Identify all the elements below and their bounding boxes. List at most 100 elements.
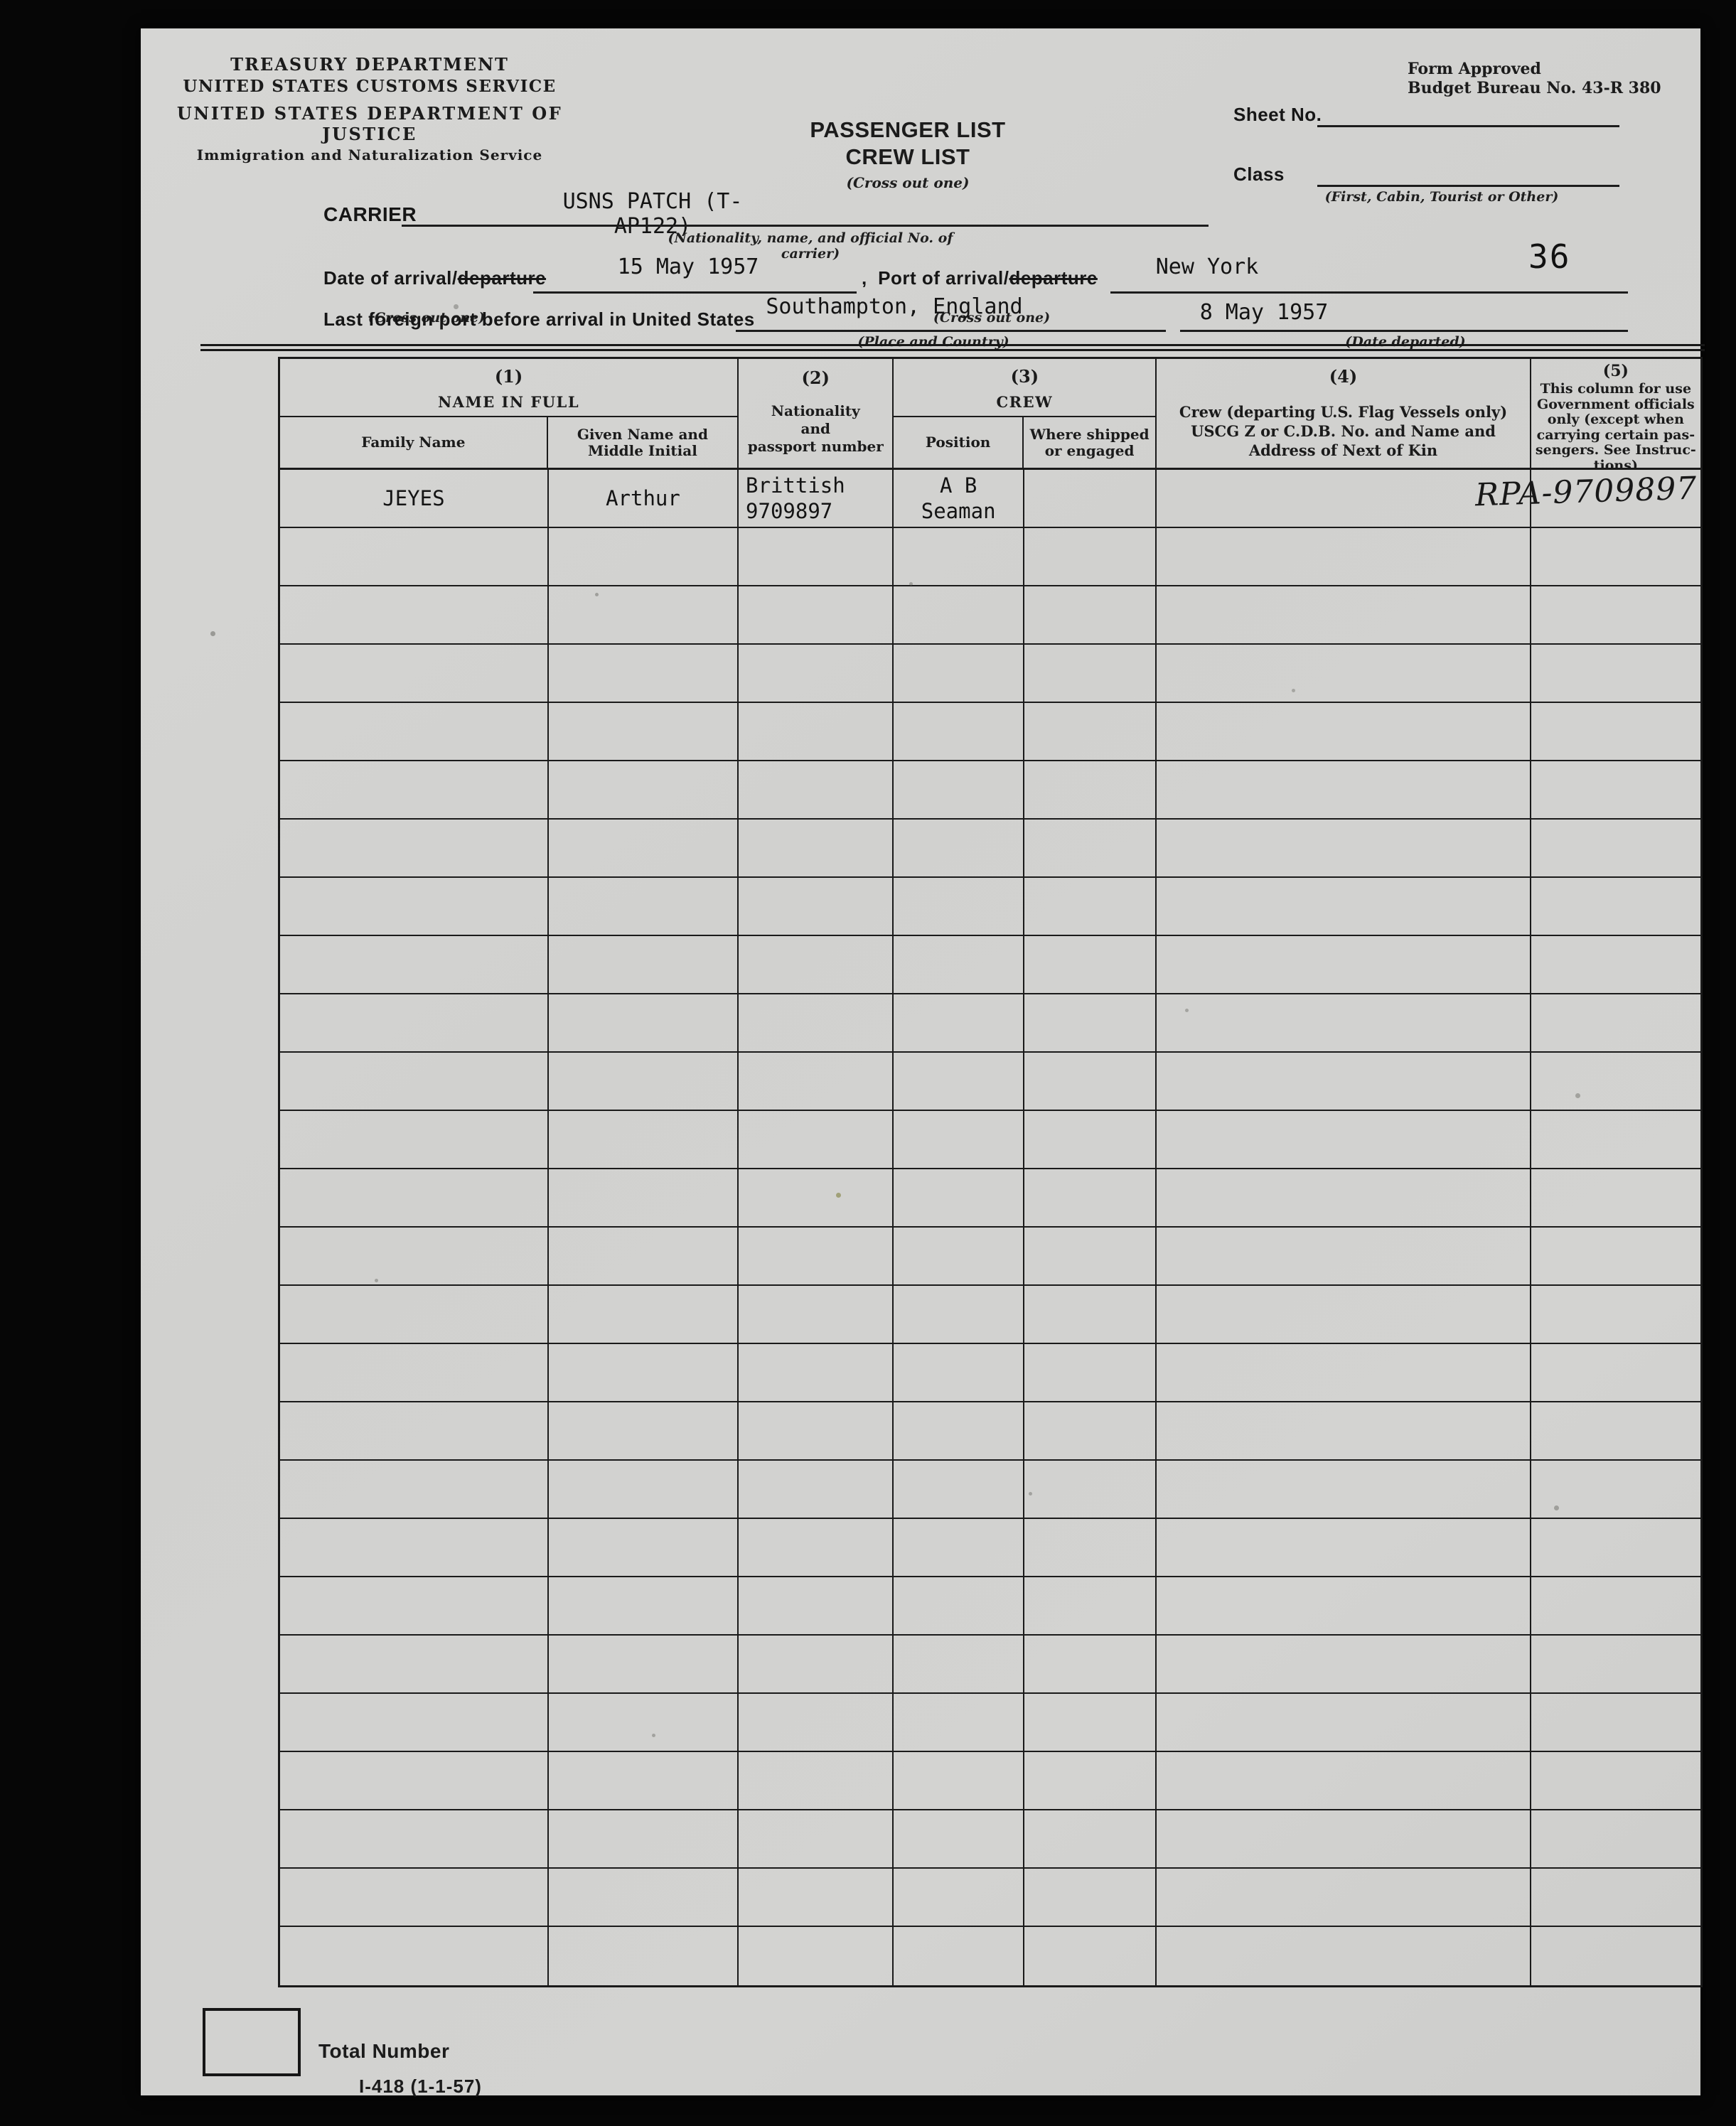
table-cell xyxy=(549,1810,739,1867)
table-cell xyxy=(1024,1111,1157,1168)
double-rule-bottom xyxy=(200,349,1705,351)
col4-title: Crew (departing U.S. Flag Vessels only) … xyxy=(1179,403,1508,459)
table-cell xyxy=(739,1169,894,1226)
title-crew-list: CREW LIST xyxy=(845,144,970,169)
table-cell xyxy=(1157,1577,1531,1634)
title-passenger-list: PASSENGER LIST xyxy=(810,117,1006,142)
table-cell xyxy=(1157,1694,1531,1751)
table-cell xyxy=(549,586,739,643)
treasury-department-line: TREASURY DEPARTMENT xyxy=(230,54,509,75)
table-cell xyxy=(894,994,1024,1051)
table-cell xyxy=(1024,1752,1157,1809)
col4-number: (4) xyxy=(1329,366,1358,387)
table-row xyxy=(280,1810,1700,1869)
justice-department-line: UNITED STATES DEPARTMENT OF JUSTICE xyxy=(176,103,563,144)
table-row xyxy=(280,1461,1700,1519)
table-cell xyxy=(280,1927,549,1985)
col2-title: Nationality and passport number xyxy=(747,402,884,455)
table-cell xyxy=(549,994,739,1051)
table-cell xyxy=(739,761,894,818)
header-family-name: Family Name xyxy=(280,417,548,468)
table-cell xyxy=(1157,1636,1531,1692)
table-cell xyxy=(280,1053,549,1110)
table-cell xyxy=(1157,1810,1531,1867)
table-cell xyxy=(894,1869,1024,1926)
table-cell xyxy=(1157,645,1531,702)
table-cell xyxy=(280,1111,549,1168)
header-crew-subrow: Position Where shipped or engaged xyxy=(894,417,1155,468)
table-cell: Brittish 9709897 xyxy=(739,470,894,527)
table-cell xyxy=(549,1402,739,1459)
budget-bureau-line: Budget Bureau No. 43-R 380 xyxy=(1408,79,1661,97)
table-cell xyxy=(739,1694,894,1751)
table-row xyxy=(280,1111,1700,1169)
table-cell xyxy=(549,1228,739,1284)
table-cell xyxy=(280,528,549,585)
table-cell xyxy=(1531,1111,1700,1168)
table-cell xyxy=(1531,820,1700,876)
table-cell xyxy=(1157,1752,1531,1809)
table-cell xyxy=(1157,878,1531,935)
table-cell xyxy=(1157,994,1531,1051)
col5-title: This column for use Government officials… xyxy=(1535,381,1696,468)
table-cell xyxy=(549,1577,739,1634)
table-cell xyxy=(1024,1402,1157,1459)
table-cell xyxy=(1531,586,1700,643)
table-cell xyxy=(1531,1694,1700,1751)
table-row: JEYES Arthur Brittish 9709897 A B Seaman xyxy=(280,470,1700,528)
table-row xyxy=(280,1927,1700,1985)
table-cell xyxy=(549,703,739,760)
table-row xyxy=(280,528,1700,586)
table-row xyxy=(280,1169,1700,1228)
table-cell xyxy=(549,645,739,702)
table-cell xyxy=(280,1869,549,1926)
header-crew-group: (3) CREW xyxy=(894,359,1156,417)
table-cell: A B Seaman xyxy=(894,470,1024,527)
table-cell xyxy=(549,820,739,876)
table-row xyxy=(280,1402,1700,1461)
table-cell xyxy=(739,1927,894,1985)
table-cell xyxy=(1157,1228,1531,1284)
scan-speckles xyxy=(141,28,143,31)
table-cell xyxy=(549,1636,739,1692)
sheet-no-label: Sheet No. xyxy=(1233,104,1322,125)
table-cell xyxy=(549,1752,739,1809)
table-cell xyxy=(1024,1577,1157,1634)
table-cell: Arthur xyxy=(549,470,739,527)
table-cell xyxy=(894,1636,1024,1692)
port-line xyxy=(1110,291,1628,294)
date-label-crossed-word: departure xyxy=(457,267,547,289)
double-rule-top xyxy=(200,344,1705,346)
table-cell xyxy=(894,1927,1024,1985)
table-cell xyxy=(280,761,549,818)
table-row xyxy=(280,645,1700,703)
table-cell xyxy=(1531,994,1700,1051)
table-cell xyxy=(1157,1344,1531,1401)
table-cell xyxy=(1024,936,1157,993)
table-row xyxy=(280,703,1700,761)
table-cell xyxy=(1157,1053,1531,1110)
table-cell xyxy=(1157,1869,1531,1926)
table-cell xyxy=(1531,645,1700,702)
table-cell xyxy=(1024,1053,1157,1110)
table-cell xyxy=(1024,878,1157,935)
table-cell xyxy=(549,1869,739,1926)
date-of-arrival-value: 15 May 1957 xyxy=(617,254,759,279)
table-cell xyxy=(280,1694,549,1751)
table-cell xyxy=(1531,1869,1700,1926)
table-cell xyxy=(280,1169,549,1226)
table-cell xyxy=(549,1519,739,1576)
table-cell xyxy=(280,878,549,935)
header-position: Position xyxy=(894,417,1024,468)
table-cell xyxy=(280,994,549,1051)
table-cell xyxy=(280,1286,549,1343)
table-cell xyxy=(549,1286,739,1343)
table-cell xyxy=(739,703,894,760)
table-cell xyxy=(1024,1461,1157,1518)
table-cell xyxy=(1024,528,1157,585)
date-departed-note: (Date departed) xyxy=(1345,334,1466,350)
table-cell xyxy=(280,586,549,643)
table-row xyxy=(280,1577,1700,1636)
table-cell xyxy=(1024,994,1157,1051)
table-row xyxy=(280,1519,1700,1577)
